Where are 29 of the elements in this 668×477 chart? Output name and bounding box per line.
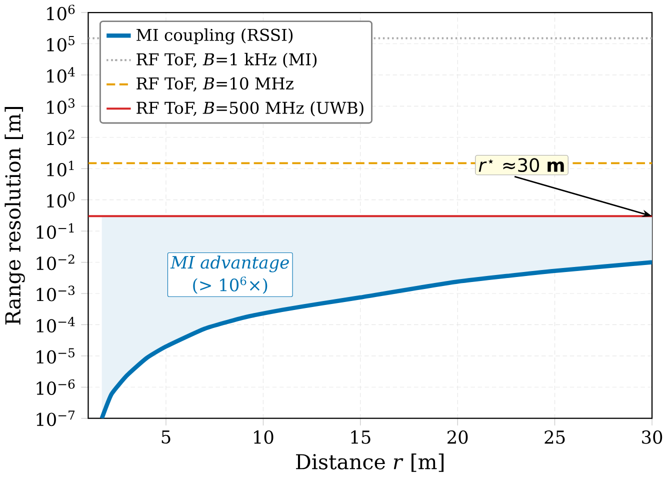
annotation: (> 10$^{6}$×) [193, 276, 268, 294]
legend-label: MI coupling (RSSI) [136, 28, 293, 45]
x-tick-label: 25 [544, 430, 565, 444]
x-axis-title: Distance r [m] [296, 454, 444, 472]
y-tick-label: 10$^{2}$ [47, 130, 74, 146]
annotation: r$^{⋆}$ ≈30 m [478, 158, 564, 172]
x-tick-label: 10 [254, 430, 274, 444]
y-tick-label: 10$^{−4}$ [36, 317, 75, 333]
legend-label: RF ToF, B=1 kHz (MI) [136, 53, 317, 68]
x-tick-label: 20 [448, 430, 468, 444]
legend-label: RF ToF, B=500 MHz (UWB) [136, 102, 364, 116]
y-tick-label: 10$^{−2}$ [36, 254, 74, 270]
y-tick-label: 10$^{−3}$ [36, 286, 75, 302]
y-tick-label: 10$^{−1}$ [36, 223, 74, 240]
y-tick-label: 10$^{0}$ [47, 192, 75, 208]
y-tick-label: 10$^{5}$ [47, 36, 74, 52]
y-tick-label: 10$^{−7}$ [36, 410, 75, 426]
x-tick-label: 30 [642, 430, 662, 444]
y-tick-label: 10$^{1}$ [47, 160, 74, 177]
y-tick-label: 10$^{4}$ [47, 67, 75, 83]
y-axis-title: Range resolution [m] [4, 107, 25, 325]
y-tick-label: 10$^{6}$ [47, 4, 75, 21]
y-tick-label: 10$^{3}$ [47, 98, 75, 114]
x-tick-label: 15 [351, 430, 370, 444]
y-tick-label: 10$^{−6}$ [36, 380, 75, 396]
y-tick-label: 10$^{−5}$ [36, 348, 74, 364]
annotation: MI advantage [170, 256, 289, 272]
legend-label: RF ToF, B=10 MHz [136, 77, 294, 92]
x-tick-label: 5 [162, 430, 170, 444]
